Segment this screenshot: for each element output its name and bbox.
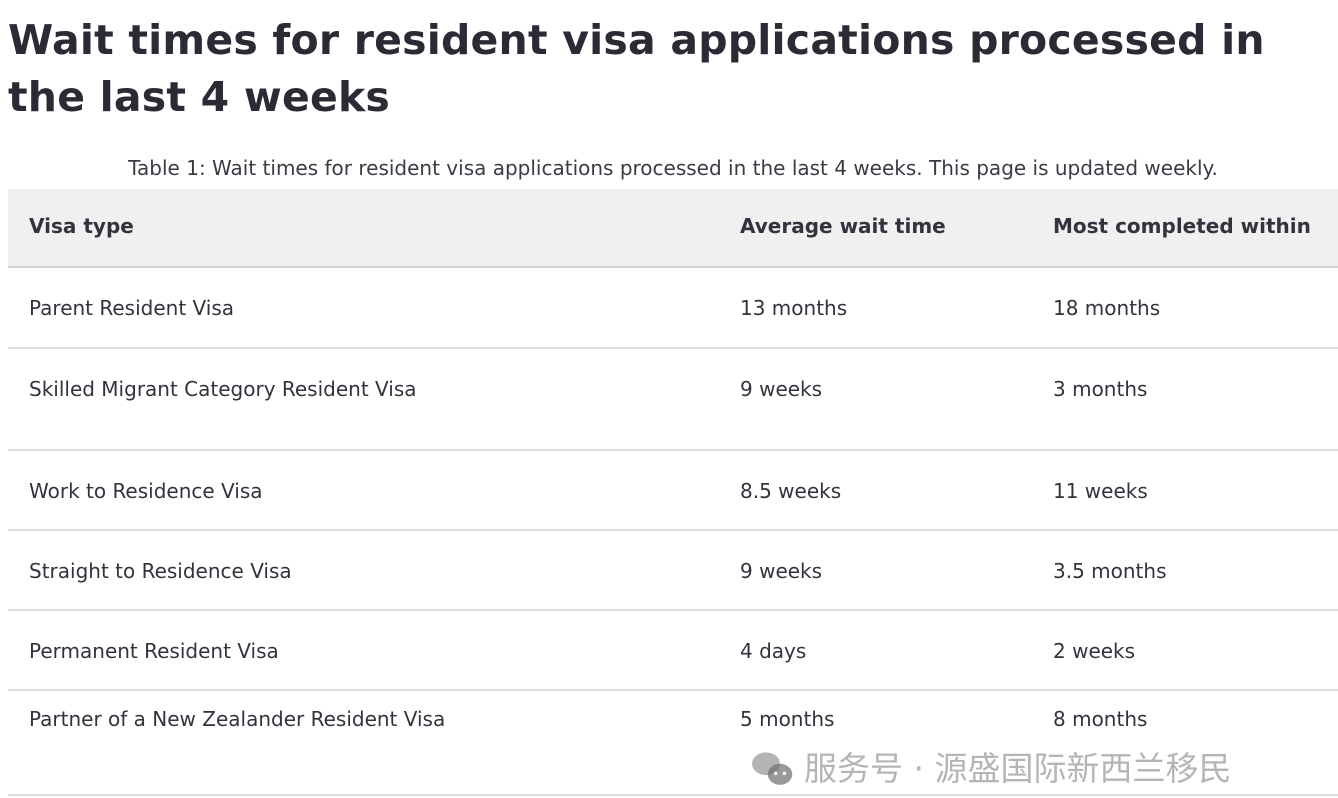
header-most-completed: Most completed within xyxy=(1053,214,1311,238)
average-wait-cell: 9 weeks xyxy=(740,377,823,401)
visa-type-cell: Parent Resident Visa xyxy=(29,296,235,320)
table-row: Straight to Residence Visa 9 weeks 3.5 m… xyxy=(8,531,1338,611)
average-wait-cell: 9 weeks xyxy=(740,559,823,583)
table-caption: Table 1: Wait times for resident visa ap… xyxy=(128,156,1218,180)
wait-times-table: Visa type Average wait time Most complet… xyxy=(8,189,1338,796)
table-row: Partner of a New Zealander Resident Visa… xyxy=(8,691,1338,796)
header-visa-type: Visa type xyxy=(29,214,134,238)
average-wait-cell: 8.5 weeks xyxy=(740,479,842,503)
table-header-row: Visa type Average wait time Most complet… xyxy=(8,189,1338,268)
visa-type-cell: Permanent Resident Visa xyxy=(29,639,279,663)
average-wait-cell: 5 months xyxy=(740,707,835,731)
table-row: Work to Residence Visa 8.5 weeks 11 week… xyxy=(8,451,1338,531)
most-completed-cell: 11 weeks xyxy=(1053,479,1148,503)
average-wait-cell: 4 days xyxy=(740,639,807,663)
page-title: Wait times for resident visa application… xyxy=(8,16,1265,121)
most-completed-cell: 18 months xyxy=(1053,296,1161,320)
header-average-wait: Average wait time xyxy=(740,214,946,238)
most-completed-cell: 3.5 months xyxy=(1053,559,1167,583)
table-row: Permanent Resident Visa 4 days 2 weeks xyxy=(8,611,1338,691)
watermark-text: 服务号 · 源盛国际新西兰移民 xyxy=(804,749,1232,788)
most-completed-cell: 8 months xyxy=(1053,707,1148,731)
watermark: 服务号 · 源盛国际新西兰移民 xyxy=(748,748,1231,790)
average-wait-cell: 13 months xyxy=(740,296,848,320)
table-row: Parent Resident Visa 13 months 18 months xyxy=(8,268,1338,349)
table-row: Skilled Migrant Category Resident Visa 9… xyxy=(8,349,1338,451)
most-completed-cell: 2 weeks xyxy=(1053,639,1136,663)
visa-type-cell: Partner of a New Zealander Resident Visa xyxy=(29,707,446,731)
visa-type-cell: Work to Residence Visa xyxy=(29,479,263,503)
visa-type-cell: Straight to Residence Visa xyxy=(29,559,292,583)
visa-type-cell: Skilled Migrant Category Resident Visa xyxy=(29,377,417,401)
most-completed-cell: 3 months xyxy=(1053,377,1148,401)
wechat-icon xyxy=(752,752,793,785)
